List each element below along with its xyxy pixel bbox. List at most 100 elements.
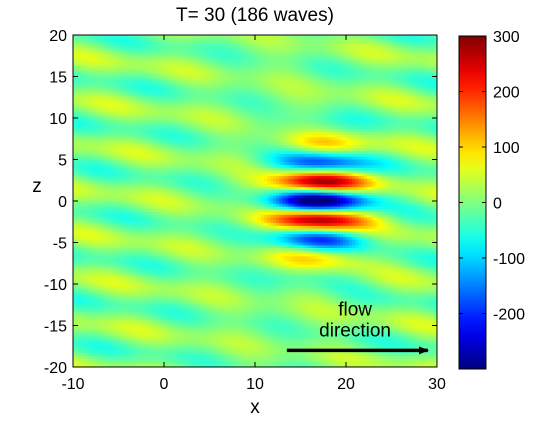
heatmap-cell: [421, 35, 426, 39]
heatmap-cell: [197, 37, 201, 42]
heatmap-cell: [139, 76, 144, 80]
heatmap-cell: [103, 35, 107, 39]
heatmap-cell: [306, 115, 311, 119]
heatmap-cell: [239, 95, 244, 100]
heatmap-cell: [352, 129, 356, 133]
heatmap-cell: [391, 93, 396, 97]
heatmap-cell: [100, 112, 104, 116]
heatmap-cell: [245, 98, 250, 102]
heatmap-cell: [230, 46, 235, 50]
heatmap-cell: [364, 142, 368, 147]
heatmap-cell: [148, 70, 153, 75]
heatmap-cell: [88, 37, 92, 42]
heatmap-cell: [400, 87, 405, 91]
heatmap-cell: [212, 51, 217, 55]
heatmap-cell: [303, 123, 308, 127]
heatmap-cell: [394, 140, 399, 144]
heatmap-cell: [194, 70, 198, 75]
heatmap-cell: [370, 35, 374, 39]
heatmap-cell: [224, 126, 229, 130]
heatmap-cell: [160, 87, 165, 91]
heatmap-cell: [148, 79, 153, 83]
heatmap-cell: [151, 48, 156, 53]
heatmap-cell: [270, 134, 274, 138]
heatmap-cell: [279, 140, 283, 144]
heatmap-cell: [361, 115, 365, 119]
heatmap-cell: [227, 98, 232, 102]
heatmap-cell: [318, 35, 323, 39]
heatmap-cell: [185, 115, 189, 119]
heatmap-cell: [403, 87, 408, 91]
heatmap-cell: [330, 82, 335, 86]
heatmap-cell: [157, 90, 162, 94]
heatmap-cell: [433, 140, 437, 144]
heatmap-cell: [330, 37, 335, 42]
heatmap-cell: [145, 68, 150, 72]
heatmap-cell: [403, 59, 408, 64]
heatmap-cell: [236, 48, 241, 53]
heatmap-cell: [361, 90, 365, 94]
heatmap-cell: [276, 54, 280, 58]
heatmap-cell: [373, 46, 377, 50]
heatmap-cell: [103, 115, 107, 119]
heatmap-cell: [321, 51, 326, 55]
heatmap-cell: [333, 118, 338, 122]
heatmap-cell: [421, 115, 426, 119]
heatmap-cell: [261, 37, 265, 42]
heatmap-cell: [148, 73, 153, 78]
heatmap-cell: [267, 101, 271, 105]
heatmap-cell: [185, 109, 189, 114]
heatmap-cell: [112, 79, 117, 83]
heatmap-cell: [136, 148, 141, 152]
heatmap-cell: [115, 46, 120, 50]
heatmap-cell: [224, 129, 229, 133]
heatmap-cell: [385, 48, 390, 53]
heatmap-cell: [118, 131, 123, 136]
heatmap-cell: [391, 118, 396, 122]
heatmap-cell: [185, 134, 189, 138]
heatmap-cell: [291, 140, 296, 144]
heatmap-cell: [142, 148, 147, 152]
heatmap-cell: [255, 145, 259, 150]
heatmap-cell: [276, 142, 280, 147]
heatmap-cell: [185, 148, 189, 152]
heatmap-cell: [397, 106, 402, 111]
heatmap-cell: [112, 48, 117, 53]
heatmap-cell: [342, 93, 347, 97]
heatmap-cell: [76, 82, 80, 86]
heatmap-cell: [303, 104, 308, 108]
heatmap-cell: [358, 95, 362, 100]
heatmap-cell: [167, 101, 171, 105]
heatmap-cell: [288, 87, 292, 91]
heatmap-cell: [206, 129, 211, 133]
heatmap-cell: [164, 51, 168, 55]
heatmap-cell: [206, 118, 211, 122]
heatmap-cell: [209, 101, 214, 105]
heatmap-cell: [367, 109, 371, 114]
heatmap-cell: [224, 120, 229, 125]
heatmap-cell: [127, 104, 132, 108]
heatmap-cell: [248, 35, 253, 39]
heatmap-cell: [103, 129, 107, 133]
heatmap-cell: [403, 115, 408, 119]
heatmap-cell: [227, 112, 232, 116]
heatmap-cell: [346, 51, 350, 55]
heatmap-cell: [176, 57, 180, 61]
heatmap-cell: [270, 137, 274, 141]
heatmap-cell: [251, 73, 256, 78]
heatmap-cell: [361, 131, 365, 136]
heatmap-cell: [127, 129, 132, 133]
heatmap-cell: [230, 35, 235, 39]
heatmap-cell: [258, 115, 262, 119]
heatmap-cell: [309, 68, 314, 72]
heatmap-cell: [209, 134, 214, 138]
heatmap-cell: [412, 115, 417, 119]
heatmap-cell: [115, 109, 120, 114]
heatmap-cell: [330, 65, 335, 69]
heatmap-cell: [203, 87, 208, 91]
heatmap-cell: [306, 46, 311, 50]
heatmap-cell: [382, 35, 387, 39]
heatmap-cell: [200, 87, 205, 91]
heatmap-cell: [179, 93, 183, 97]
heatmap-cell: [324, 57, 329, 61]
